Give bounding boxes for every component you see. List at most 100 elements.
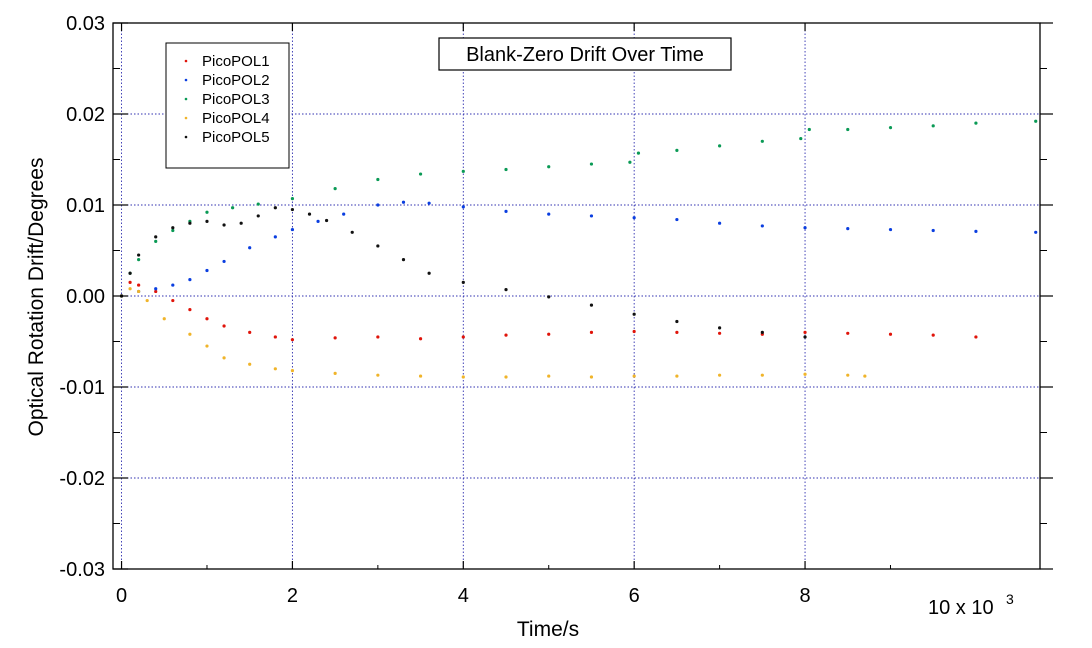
data-point xyxy=(376,373,380,377)
data-point xyxy=(461,375,465,379)
data-point xyxy=(154,287,158,291)
data-point xyxy=(718,221,722,225)
data-point xyxy=(760,373,764,377)
legend-item-picopol2: PicoPOL2 xyxy=(184,72,270,89)
data-point xyxy=(974,121,978,125)
chart-title-box: Blank-Zero Drift Over Time xyxy=(438,37,732,71)
data-point xyxy=(418,374,423,378)
legend-label-picopol5: PicoPOL5 xyxy=(202,129,270,146)
data-point xyxy=(846,127,850,132)
data-point xyxy=(718,373,722,377)
x-tick-label: 2 xyxy=(287,585,298,607)
data-point xyxy=(504,375,508,379)
data-point xyxy=(222,356,226,360)
data-point xyxy=(137,253,141,257)
data-point xyxy=(799,136,803,141)
data-point xyxy=(461,205,465,209)
legend-label-picopol2: PicoPOL2 xyxy=(202,72,270,89)
x-tick-label: 4 xyxy=(458,585,469,607)
legend: PicoPOL1 PicoPOL2 PicoPOL3 PicoPOL4 Pico… xyxy=(165,42,290,169)
data-point xyxy=(1034,119,1038,123)
y-tick-label: -0.03 xyxy=(59,559,105,581)
data-point xyxy=(863,374,867,378)
data-point xyxy=(675,148,679,152)
data-point xyxy=(931,124,935,128)
data-point xyxy=(888,126,893,130)
data-point xyxy=(248,330,252,334)
data-point xyxy=(636,151,641,155)
data-point xyxy=(401,200,406,204)
x-multiplier-label: 10 x 10 xyxy=(928,597,994,619)
legend-frame xyxy=(165,42,290,169)
data-point xyxy=(239,221,243,225)
y-tick-label: 0.02 xyxy=(66,104,105,126)
legend-item-picopol1: PicoPOL1 xyxy=(184,53,270,70)
data-point xyxy=(675,374,679,378)
data-point xyxy=(137,258,141,262)
data-point xyxy=(290,338,295,342)
data-point xyxy=(205,317,209,321)
data-point xyxy=(846,227,850,231)
data-point xyxy=(333,336,337,340)
data-point xyxy=(974,335,978,339)
data-point xyxy=(273,206,277,210)
data-point xyxy=(171,298,175,303)
points-layer xyxy=(119,119,1038,379)
data-point xyxy=(931,228,935,233)
data-point xyxy=(632,329,636,334)
data-point xyxy=(718,144,722,148)
legend-marker-picopol3 xyxy=(184,97,188,101)
data-point xyxy=(547,295,551,299)
data-point xyxy=(256,214,260,218)
data-point xyxy=(333,187,337,191)
data-point xyxy=(589,214,594,218)
axes-layer: 0 2 4 6 8 0.03 0.02 0.01 0.00 -0.01 -0.02 -0.03 xyxy=(59,13,1053,607)
data-point xyxy=(547,332,551,336)
data-point xyxy=(231,206,235,210)
data-point xyxy=(205,344,209,348)
data-point xyxy=(324,218,329,223)
series-picopol4 xyxy=(119,287,867,379)
data-point xyxy=(376,335,380,339)
data-point xyxy=(205,219,209,223)
data-point xyxy=(931,333,935,337)
data-point xyxy=(547,374,551,378)
data-point xyxy=(803,330,807,334)
data-point xyxy=(461,169,465,173)
legend-label-picopol4: PicoPOL4 xyxy=(202,110,270,127)
y-tick-label: 0.03 xyxy=(66,13,105,35)
data-point xyxy=(188,308,192,312)
data-point xyxy=(154,235,158,239)
data-point xyxy=(205,210,209,214)
data-point xyxy=(248,246,252,250)
data-point xyxy=(589,330,594,334)
data-point xyxy=(342,212,346,216)
y-tick-label: -0.02 xyxy=(59,468,105,490)
legend-marker-picopol4 xyxy=(184,116,188,120)
y-tick-label: 0.01 xyxy=(66,195,105,217)
legend-marker-picopol1 xyxy=(184,59,188,63)
data-point xyxy=(547,165,551,169)
data-point xyxy=(171,283,175,287)
data-point xyxy=(273,367,277,371)
data-point xyxy=(803,335,807,339)
data-point xyxy=(418,172,423,176)
data-point xyxy=(461,335,465,339)
data-point xyxy=(718,331,722,335)
data-point xyxy=(504,167,508,172)
data-point xyxy=(222,223,226,227)
data-point xyxy=(171,228,175,233)
legend-item-picopol3: PicoPOL3 xyxy=(184,91,270,108)
x-tick-label: 0 xyxy=(116,585,127,607)
series-picopol5 xyxy=(119,206,807,339)
data-point xyxy=(222,324,226,328)
x-tick-label: 6 xyxy=(629,585,640,607)
legend-item-picopol5: PicoPOL5 xyxy=(184,129,270,146)
data-point xyxy=(846,331,850,335)
data-point xyxy=(222,259,226,264)
data-point xyxy=(171,226,175,230)
data-point xyxy=(461,280,465,284)
data-point xyxy=(290,207,295,212)
data-point xyxy=(760,224,764,228)
